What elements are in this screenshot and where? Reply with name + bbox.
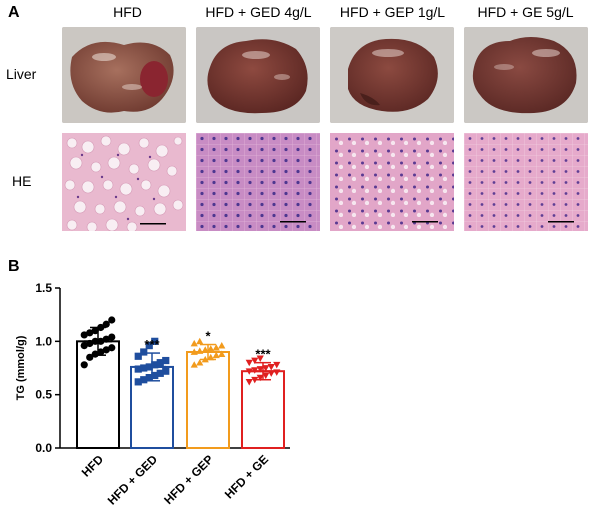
data-point bbox=[108, 316, 116, 324]
column-header-ged: HFD + GED 4g/L bbox=[205, 4, 312, 20]
y-axis-label: TG (mmol/g) bbox=[15, 335, 27, 400]
data-point bbox=[251, 376, 259, 384]
data-point bbox=[108, 344, 116, 352]
panel-a-letter: A bbox=[8, 4, 20, 21]
data-point bbox=[80, 342, 88, 350]
data-point bbox=[134, 365, 142, 373]
x-tick-label: HFD + GE bbox=[222, 452, 271, 501]
data-point bbox=[102, 320, 110, 328]
data-point bbox=[251, 357, 259, 365]
data-point bbox=[145, 374, 153, 382]
data-point bbox=[102, 346, 110, 354]
data-point bbox=[162, 367, 170, 375]
x-tick-label: HFD + GED bbox=[105, 452, 161, 508]
y-tick-label: 1.0 bbox=[35, 334, 52, 348]
data-point bbox=[262, 365, 270, 372]
data-point bbox=[207, 353, 215, 361]
significance-label: *** bbox=[144, 337, 160, 352]
data-point bbox=[207, 345, 215, 352]
data-point bbox=[134, 378, 142, 386]
data-point bbox=[190, 361, 198, 368]
data-point bbox=[162, 356, 170, 365]
liver-photo-ge bbox=[464, 27, 588, 123]
significance-label: * bbox=[205, 329, 211, 344]
data-point bbox=[134, 352, 142, 360]
liver-photo-ged bbox=[196, 27, 320, 123]
data-point bbox=[212, 351, 220, 359]
data-point bbox=[80, 331, 88, 339]
data-point bbox=[267, 364, 275, 371]
data-point bbox=[212, 344, 220, 351]
bar bbox=[76, 340, 120, 449]
data-point bbox=[196, 359, 204, 366]
data-point bbox=[97, 348, 105, 356]
data-point bbox=[190, 339, 198, 347]
data-point bbox=[91, 327, 99, 335]
he-histology-ge bbox=[464, 133, 588, 231]
data-point bbox=[151, 361, 159, 369]
significance-label: *** bbox=[255, 347, 271, 362]
he-histology-gep bbox=[330, 133, 454, 231]
tg-bar-chart: 0.0 0.5 1.0 1.5 TG (mmol/g) HFD *** HFD + GED * H… bbox=[15, 281, 290, 508]
data-point bbox=[145, 342, 153, 350]
data-point bbox=[273, 361, 281, 369]
column-header-ge: HFD + GE 5g/L bbox=[477, 4, 574, 20]
data-point bbox=[86, 329, 94, 337]
data-point bbox=[140, 376, 148, 384]
data-point bbox=[218, 342, 226, 349]
data-point bbox=[151, 337, 159, 345]
data-point bbox=[156, 369, 164, 377]
data-point bbox=[140, 348, 148, 356]
he-histology-hfd bbox=[62, 133, 186, 231]
data-point bbox=[80, 361, 88, 369]
data-point bbox=[245, 359, 253, 367]
liver-photo-gep bbox=[330, 27, 454, 123]
data-point bbox=[262, 372, 270, 380]
column-header-gep: HFD + GEP 1g/L bbox=[339, 4, 446, 20]
panel-b-letter: B bbox=[8, 258, 20, 275]
data-point bbox=[256, 374, 264, 382]
column-header-hfd: HFD bbox=[113, 4, 142, 20]
x-tick-label: HFD bbox=[79, 452, 107, 480]
liver-photo-hfd bbox=[62, 27, 186, 123]
row-label-liver: Liver bbox=[6, 66, 37, 82]
data-point bbox=[196, 337, 204, 345]
data-point bbox=[256, 366, 264, 373]
y-tick-label: 0.0 bbox=[35, 441, 52, 455]
data-point bbox=[156, 359, 164, 367]
row-label-he: HE bbox=[12, 173, 32, 189]
he-histology-ged bbox=[196, 133, 320, 231]
data-point bbox=[256, 355, 264, 362]
data-point bbox=[108, 333, 116, 341]
data-point bbox=[140, 364, 148, 372]
y-tick-label: 1.5 bbox=[35, 281, 52, 295]
data-point bbox=[218, 350, 226, 358]
data-point bbox=[151, 371, 159, 380]
y-tick-label: 0.5 bbox=[35, 388, 52, 402]
data-point bbox=[245, 378, 253, 386]
x-tick-label: HFD + GEP bbox=[161, 452, 216, 507]
